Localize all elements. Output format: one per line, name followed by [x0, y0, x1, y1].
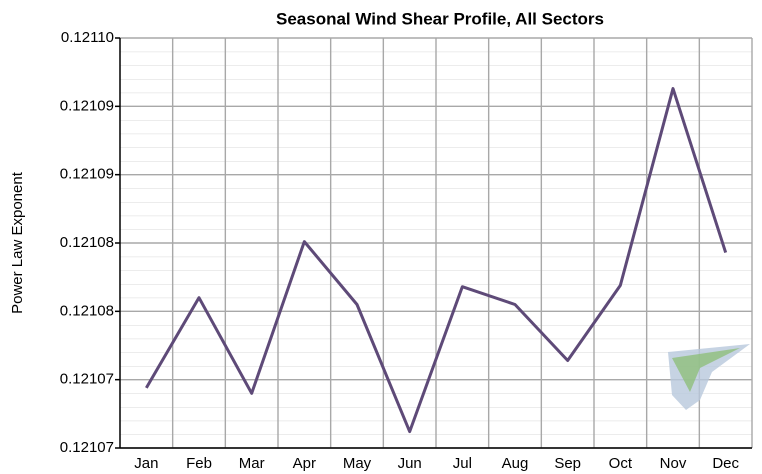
y-tick-label: 0.12107 — [60, 371, 114, 388]
x-tick-label: Oct — [609, 455, 633, 472]
x-tick-label: Jul — [453, 455, 472, 472]
y-axis-title: Power Law Exponent — [9, 171, 26, 314]
x-tick-label: Dec — [712, 455, 739, 472]
x-tick-label: Nov — [660, 455, 687, 472]
x-tick-label: Feb — [186, 455, 212, 472]
x-tick-label: Mar — [239, 455, 265, 472]
y-tick-label: 0.12107 — [60, 439, 114, 456]
y-tick-label: 0.12108 — [60, 302, 114, 319]
y-tick-label: 0.12109 — [60, 166, 114, 183]
y-tick-label: 0.12110 — [61, 29, 114, 46]
chart-title: Seasonal Wind Shear Profile, All Sectors — [276, 9, 604, 28]
x-tick-label: Jan — [134, 455, 158, 472]
y-tick-label: 0.12108 — [60, 234, 114, 251]
x-tick-label: May — [343, 455, 372, 472]
y-tick-label: 0.12109 — [60, 97, 114, 114]
x-tick-label: Jun — [398, 455, 422, 472]
x-tick-label: Apr — [293, 455, 316, 472]
x-tick-label: Aug — [502, 455, 529, 472]
logo — [668, 344, 750, 410]
x-tick-label: Sep — [554, 455, 581, 472]
line-series — [145, 87, 728, 434]
